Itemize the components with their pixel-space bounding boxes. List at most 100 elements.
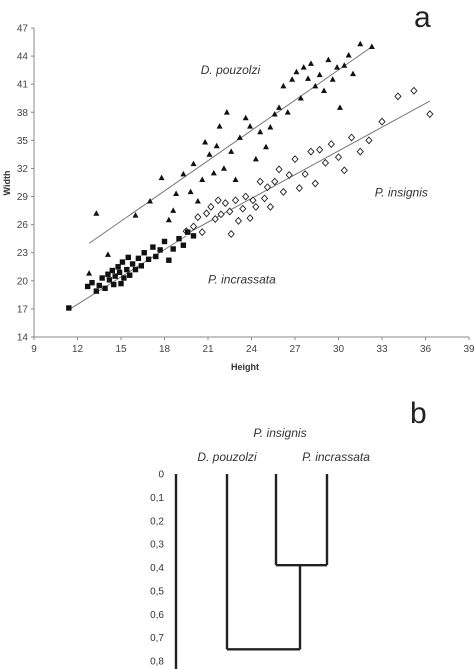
data-point xyxy=(119,259,126,265)
data-point xyxy=(194,213,202,222)
data-point xyxy=(321,158,330,167)
data-point xyxy=(111,281,117,288)
data-point xyxy=(202,139,209,145)
x-tick-label: 30 xyxy=(333,344,345,355)
data-point xyxy=(220,165,227,171)
data-point xyxy=(223,109,230,115)
data-point xyxy=(311,179,319,188)
y-tick-label: 35 xyxy=(17,136,29,147)
data-point xyxy=(180,170,187,177)
data-point xyxy=(236,134,243,140)
data-point xyxy=(267,124,274,130)
data-point xyxy=(276,104,283,110)
dendrogram: 0 0,1 0,2 0,3 0,4 0,5 0,6 0,7 0,8 D. pouzolzi P. i… xyxy=(150,426,370,669)
data-point xyxy=(221,199,230,208)
data-point xyxy=(206,151,213,157)
data-point xyxy=(305,75,312,81)
x-axis-label: Height xyxy=(231,362,259,372)
data-point xyxy=(266,202,274,211)
data-point xyxy=(350,70,356,77)
data-point xyxy=(271,177,279,186)
data-point xyxy=(289,76,296,82)
data-point xyxy=(157,247,163,253)
data-point xyxy=(104,251,111,257)
data-point xyxy=(263,143,269,150)
panel-label-b: b xyxy=(410,397,427,430)
data-point xyxy=(147,198,153,204)
data-point xyxy=(214,196,222,205)
y-axis-label: Width xyxy=(2,171,12,196)
data-point xyxy=(121,275,127,281)
y-tick-label: 14 xyxy=(17,333,29,344)
dendrogram-tick-label: 0,6 xyxy=(150,610,164,621)
data-point xyxy=(161,238,168,245)
data-point xyxy=(312,82,319,89)
data-point xyxy=(153,253,159,260)
y-tick-label: 32 xyxy=(17,164,29,175)
data-point xyxy=(165,216,172,223)
y-tick-label: 20 xyxy=(17,276,29,287)
data-point xyxy=(115,264,121,270)
data-point xyxy=(180,242,187,248)
data-point xyxy=(316,71,323,78)
y-tick-label: 29 xyxy=(17,192,29,203)
data-point xyxy=(138,263,144,269)
data-point xyxy=(293,68,300,75)
data-point xyxy=(329,76,336,82)
series-labels: D. pouzolzi P. insignis P. incrassata xyxy=(201,63,428,287)
data-point xyxy=(176,235,182,242)
data-point xyxy=(125,254,131,261)
data-point xyxy=(89,279,95,286)
data-point xyxy=(198,228,206,237)
data-point xyxy=(246,214,254,223)
data-point xyxy=(260,194,269,203)
data-point xyxy=(207,202,215,211)
dendrogram-tick-label: 0,2 xyxy=(150,516,164,527)
data-point xyxy=(321,87,327,94)
data-point xyxy=(166,257,172,263)
data-point xyxy=(124,266,130,273)
data-point xyxy=(334,64,341,70)
data-point xyxy=(378,117,386,126)
data-point xyxy=(105,271,111,277)
data-point xyxy=(340,166,348,175)
data-point xyxy=(187,188,194,195)
data-point xyxy=(336,104,343,110)
data-point xyxy=(127,272,133,278)
panel-label-a: a xyxy=(414,1,431,34)
data-point xyxy=(231,196,240,205)
x-tick-label: 36 xyxy=(420,344,432,355)
data-point xyxy=(227,230,235,238)
y-tick-label: 38 xyxy=(17,108,29,119)
data-point xyxy=(93,210,100,216)
data-point xyxy=(234,216,243,225)
x-tick-label: 24 xyxy=(246,344,258,355)
dendrogram-tick-label: 0,5 xyxy=(150,586,164,597)
data-point xyxy=(252,155,259,162)
data-point xyxy=(135,255,142,262)
data-point xyxy=(158,174,165,181)
data-point xyxy=(199,176,206,182)
data-point xyxy=(242,192,250,201)
data-point xyxy=(334,153,343,162)
y-tick-label: 44 xyxy=(17,52,29,63)
data-point xyxy=(300,64,307,70)
data-point xyxy=(394,92,402,101)
data-point xyxy=(341,62,348,68)
y-tick-label: 41 xyxy=(17,80,29,91)
data-point xyxy=(325,56,332,63)
data-point xyxy=(256,177,264,186)
x-tick-label: 18 xyxy=(159,344,171,355)
data-point xyxy=(96,282,102,289)
leaf-label: P. incrassata xyxy=(302,450,370,464)
data-point xyxy=(190,233,197,239)
data-point xyxy=(257,128,264,135)
scatter-plot: 14 17 20 23 26 29 32 35 38 41 44 47 9 12 15 18 21 24 27 30 3… xyxy=(2,24,474,373)
data-point xyxy=(150,244,156,250)
data-point xyxy=(106,277,113,283)
data-point xyxy=(280,82,287,89)
data-point xyxy=(301,170,309,179)
data-point xyxy=(247,123,254,129)
data-point xyxy=(327,140,335,149)
